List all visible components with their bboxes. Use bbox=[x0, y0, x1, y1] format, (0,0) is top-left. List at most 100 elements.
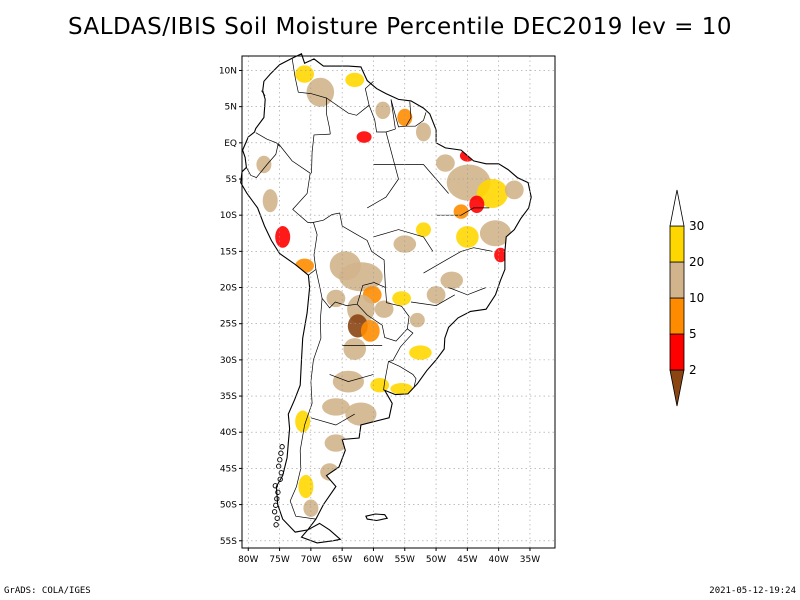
border-line bbox=[406, 112, 427, 127]
island bbox=[272, 483, 278, 489]
colorbar-segment-highest bbox=[669, 189, 685, 227]
moisture-patch bbox=[356, 131, 372, 143]
moisture-patch bbox=[298, 474, 314, 499]
island bbox=[274, 496, 280, 502]
border-line bbox=[278, 143, 318, 276]
colorbar-label: 10 bbox=[689, 291, 704, 305]
lat-tick-label: 35S bbox=[220, 392, 237, 402]
coastline bbox=[240, 53, 532, 533]
lat-tick-label: 10S bbox=[220, 211, 237, 221]
lon-tick-label: 35W bbox=[520, 555, 540, 565]
border-line bbox=[356, 287, 410, 342]
moisture-patch bbox=[392, 291, 411, 306]
lon-tick-label: 70W bbox=[301, 555, 321, 565]
lat-tick-label: 25S bbox=[220, 320, 237, 330]
border-line bbox=[313, 212, 386, 288]
border-line bbox=[423, 247, 493, 274]
lon-tick-label: 75W bbox=[269, 555, 289, 565]
border-line bbox=[329, 374, 374, 382]
border-line bbox=[383, 361, 389, 391]
border-line bbox=[356, 282, 386, 305]
footer-timestamp: 2021-05-12-19:24 bbox=[709, 586, 796, 596]
colorbar-segment bbox=[669, 297, 685, 335]
border-line bbox=[315, 269, 358, 309]
island bbox=[273, 522, 279, 528]
lat-tick-label: 5S bbox=[226, 175, 238, 185]
moisture-patch bbox=[345, 72, 365, 88]
border-line bbox=[410, 294, 455, 306]
border-line bbox=[390, 99, 412, 130]
border-line bbox=[291, 58, 331, 135]
colorbar-segment-lowest bbox=[669, 369, 685, 407]
moisture-patch bbox=[370, 378, 390, 393]
moisture-patch bbox=[324, 434, 348, 452]
latitude-labels: 10N 5N EQ 5S 10S 15S 20S 25S 30S 35S 40S 45S 50S 55S bbox=[219, 66, 242, 547]
island bbox=[277, 476, 283, 482]
moisture-patch bbox=[440, 271, 464, 289]
moisture-patch bbox=[476, 179, 508, 208]
lat-tick-label: 30S bbox=[220, 356, 237, 366]
lat-tick-label: 40S bbox=[220, 428, 237, 438]
lon-tick-label: 65W bbox=[332, 555, 352, 565]
moisture-patch bbox=[453, 204, 469, 219]
moisture-patch bbox=[375, 101, 391, 120]
border-line bbox=[246, 143, 279, 179]
colorbar-segment bbox=[669, 333, 685, 371]
lon-tick-label: 55W bbox=[395, 555, 415, 565]
moisture-patch bbox=[360, 320, 380, 342]
lat-tick-label: 45S bbox=[220, 464, 237, 474]
moisture-patch bbox=[416, 222, 431, 237]
lon-tick-label: 80W bbox=[238, 555, 258, 565]
border-line bbox=[436, 207, 490, 216]
moisture-patch bbox=[504, 180, 524, 200]
moisture-patch bbox=[295, 410, 311, 433]
island bbox=[271, 509, 278, 515]
lon-tick-label: 60W bbox=[363, 555, 383, 565]
moisture-patch bbox=[390, 383, 413, 395]
colorbar-label: 2 bbox=[689, 363, 697, 377]
border-line bbox=[388, 360, 417, 387]
border-line bbox=[373, 229, 434, 252]
moisture-patch bbox=[436, 154, 455, 172]
colorbar-segment bbox=[669, 261, 685, 299]
moisture-patch bbox=[409, 345, 432, 360]
longitude-labels: 80W 75W 70W 65W 60W 55W 50W 45W 40W 35W bbox=[238, 548, 540, 565]
moisture-patch bbox=[339, 262, 383, 292]
colorbar-label: 20 bbox=[689, 255, 704, 269]
moisture-patch bbox=[345, 402, 377, 426]
moisture-patch bbox=[479, 220, 512, 247]
lon-tick-label: 40W bbox=[488, 555, 508, 565]
border-line bbox=[368, 105, 396, 133]
lat-tick-label: 50S bbox=[220, 501, 237, 511]
moisture-patch bbox=[275, 226, 291, 248]
lon-tick-label: 45W bbox=[457, 555, 477, 565]
island bbox=[279, 444, 285, 450]
tierra-del-fuego-coastline bbox=[300, 522, 342, 544]
border-line bbox=[261, 90, 266, 97]
moisture-patch bbox=[374, 300, 394, 318]
moisture-patch bbox=[256, 155, 272, 174]
chart-title: SALDAS/IBIS Soil Moisture Percentile DEC… bbox=[67, 14, 733, 40]
map-plot-area bbox=[240, 53, 556, 549]
lat-tick-label: 20S bbox=[220, 284, 237, 294]
island bbox=[278, 450, 284, 456]
soil-moisture-field bbox=[256, 65, 524, 517]
colorbar-segment bbox=[669, 225, 685, 263]
map-gridlines bbox=[242, 56, 555, 548]
border-line bbox=[311, 133, 331, 174]
moisture-patch bbox=[322, 398, 350, 416]
island bbox=[274, 515, 280, 521]
island bbox=[273, 502, 279, 508]
island bbox=[278, 470, 284, 476]
colorbar: 2 5 10 20 30 bbox=[669, 189, 704, 407]
moisture-patch bbox=[393, 235, 417, 253]
lat-tick-label: 5N bbox=[225, 103, 237, 113]
border-line bbox=[373, 164, 449, 194]
moisture-patch bbox=[343, 338, 367, 360]
moisture-patch bbox=[262, 189, 278, 213]
lon-tick-label: 50W bbox=[426, 555, 446, 565]
border-line bbox=[367, 131, 399, 209]
moisture-patch bbox=[295, 65, 314, 83]
border-line bbox=[326, 81, 374, 116]
